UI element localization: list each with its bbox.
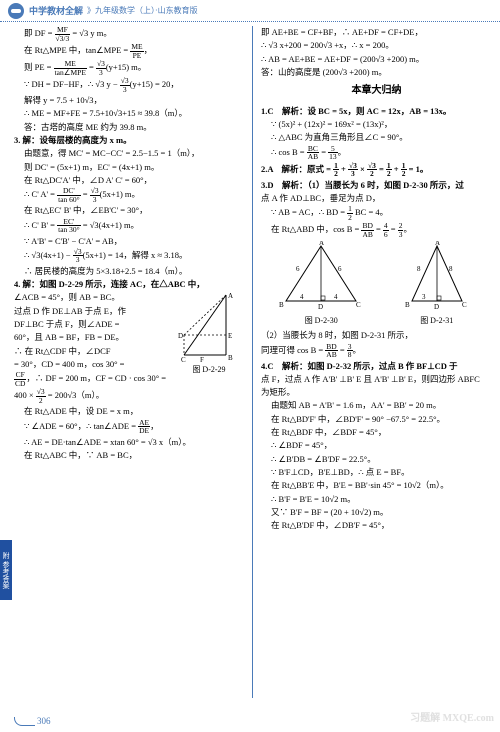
text-line: ∴ C' A' = DC'tan 60° = √33(5x+1) m。 (14, 187, 244, 203)
svg-text:B: B (405, 301, 410, 309)
text-line: ∴ √3(4x+1) − √33(5x+1) = 14，解得 x ≈ 3.18。 (14, 248, 244, 264)
text-line: DF⊥BC 于点 F，则∠ADE = (14, 318, 164, 330)
text-line: 在 Rt△BD'F' 中，∠BD'F' = 90° −67.5° = 22.5°… (261, 413, 492, 425)
svg-text:A: A (319, 241, 324, 247)
text-line: 为矩形。 (261, 386, 492, 398)
svg-text:C: C (462, 301, 467, 309)
sidebar-tab: 附 参考答案 (0, 540, 12, 600)
text-line: ∴ △ABC 为直角三角形且∠C = 90°。 (261, 131, 492, 143)
text-line: 由题知 AB = A'B' = 1.6 m，AA' = BB' = 20 m。 (261, 399, 492, 411)
content-area: 即 DF = MF√3/3 = √3 y m。 在 Rt△MPE 中，tan∠M… (0, 22, 500, 702)
svg-text:D: D (178, 332, 183, 340)
text-line: 同理可得 cos B = BDAB = 38。 (261, 343, 492, 359)
answer-4c: 4.C 解析：如图 D-2-32 所示，过点 B 作 BF⊥CD 于 (261, 360, 492, 372)
text-line: 则 PE = MEtan∠MPE = √33(y+15) m。 (14, 60, 244, 76)
text-line: ∵ A'B' = C'B' − C'A' = AB， (14, 235, 244, 247)
text-line: ∴ √3 x+200 = 200√3 +x，∴ x = 200。 (261, 39, 492, 51)
text-line: 在 Rt△ADE 中，设 DE = x m， (14, 405, 244, 417)
svg-text:6: 6 (296, 265, 300, 273)
svg-text:6: 6 (338, 265, 342, 273)
text-line: ∴ ∠BDF = 45°， (261, 439, 492, 451)
text-line: 在 Rt△MPE 中，tan∠MPE = MEPE， (14, 43, 244, 59)
text-line: ∵ AB = AC，∴ BD = 12 BC = 4。 (261, 205, 492, 221)
text-line: 过点 D 作 DE⊥AB 于点 E，作 (14, 305, 164, 317)
text-line: 解得 y = 7.5 + 10√3， (14, 94, 244, 106)
logo-icon (8, 3, 24, 19)
figure-d-2-29: A E B D C F 图 D-2-29 (174, 290, 244, 376)
text-line: 又∵ B'F = BF = (20 + 10√2) m。 (261, 506, 492, 518)
page-number: 306 (14, 716, 51, 726)
text-line: 即 DF = MF√3/3 = √3 y m。 (14, 26, 244, 42)
svg-text:8: 8 (417, 265, 421, 273)
text-line: 答：山的高度是 (200√3 +200) m。 (261, 66, 492, 78)
header-subtitle: 》九年级数学（上）·山东教育版 (87, 5, 198, 16)
header-title: 中学教材全解 (29, 4, 83, 17)
svg-text:D: D (318, 303, 323, 309)
text-line: ∴ B'F = B'E = 10√2 m。 (261, 493, 492, 505)
section-title: 本章大归纳 (261, 84, 492, 99)
text-line: 在 Rt△EC' B' 中，∠EB'C' = 30°， (14, 204, 244, 216)
text-line: 则 DC' = (5x+1) m，EC' = (4x+1) m。 (14, 161, 244, 173)
text-line: 点 A 作 AD⊥BC，垂足为点 D， (261, 192, 492, 204)
text-line: 在 Rt△ABC 中，∵ AB = BC， (14, 449, 244, 461)
svg-text:3: 3 (422, 293, 426, 301)
text-line: 即 AE+BE = CF+BF，∴ AE+DF = CF+DE， (261, 26, 492, 38)
text-line: 点 F，过点 A 作 A'B' ⊥B' E 且 A'B' ⊥B' E，则四边形 … (261, 373, 492, 385)
text-line: 在 Rt△DC'A' 中，∠D A' C' = 60°， (14, 174, 244, 186)
watermark: 习题解 MXQE.com (410, 709, 494, 724)
text-line: ∴ cos B = BCAB = 513。 (261, 145, 492, 161)
text-line: ∴ 在 Rt△CDF 中，∠DCF (14, 345, 164, 357)
text-line: ∴ AE = DE·tan∠ADE = xtan 60° = √3 x（m）。 (14, 436, 244, 448)
text-line: 在 Rt△B'DF 中，∠DB'F = 45°， (261, 519, 492, 531)
figure-d-2-30: A B C D 6 6 4 4 图 D-2-30 (276, 241, 366, 326)
svg-text:B: B (228, 354, 233, 362)
svg-text:A: A (228, 292, 233, 300)
problem-3: 3. 解：设每层楼的高度为 x m。 (14, 134, 244, 146)
problem-4: 4. 解：如图 D-2-29 所示，连接 AC，在△ABC 中， (14, 278, 244, 290)
text-line: 60°，且 AB = BF，FB = DE。 (14, 331, 164, 343)
svg-text:B: B (279, 301, 284, 309)
svg-text:4: 4 (334, 293, 338, 301)
text-line: ∠ACB = 45°，则 AB = BC。 (14, 291, 164, 303)
svg-text:C: C (356, 301, 361, 309)
left-column: 即 DF = MF√3/3 = √3 y m。 在 Rt△MPE 中，tan∠M… (14, 26, 253, 698)
svg-text:F: F (200, 356, 204, 362)
text-line: ∴ AB = AE+BE = AE+DF = (200√3 +200) m。 (261, 53, 492, 65)
text-line: ∴ ∠B'DB = ∠B'DF = 22.5°。 (261, 453, 492, 465)
svg-text:D: D (434, 303, 439, 309)
text-line: ∴ 居民楼的高度为 5×3.18+2.5 = 18.4（m）。 (14, 265, 244, 277)
svg-text:E: E (228, 332, 232, 340)
text-line: ∵ ∠ADE = 60°，∴ tan∠ADE = AEDE， (14, 419, 244, 435)
text-line: 400 × √32 = 200√3（m）。 (14, 388, 244, 404)
answer-1c: 1.C 解析：设 BC = 5x，则 AC = 12x，AB = 13x。 (261, 105, 492, 117)
text-line: 答：古塔的高度 ME 约为 39.8 m。 (14, 121, 244, 133)
text-line: ∵ DH = DF−HF，∴ √3 y − √33(y+15) = 20， (14, 77, 244, 93)
svg-text:C: C (181, 356, 186, 362)
text-line: 在 Rt△ABD 中，cos B = BDAB = 46 = 23。 (261, 222, 492, 238)
text-line: ∵ B'F⊥CD，B'E⊥BD，∴ 点 E = BF。 (261, 466, 492, 478)
text-line: 在 Rt△BB'E 中，B'E = BB'·sin 45° = 10√2（m）。 (261, 479, 492, 491)
text-line: ∴ ME = MF+FE = 7.5+10√3+15 ≈ 39.8（m）。 (14, 107, 244, 119)
right-column: 即 AE+BE = CF+BF，∴ AE+DF = CF+DE， ∴ √3 x+… (253, 26, 492, 698)
figures-row: A B C D 6 6 4 4 图 D-2-30 A B (261, 241, 492, 326)
text-line: ∴ C' B' = EC'tan 30° = √3(4x+1) m。 (14, 218, 244, 234)
text-line: ∵ (5x)² + (12x)² = 169x² = (13x)²， (261, 118, 492, 130)
svg-text:A: A (435, 241, 440, 247)
text-line: 在 Rt△BDF 中，∠BDF = 45°， (261, 426, 492, 438)
text-line: （2）当腰长为 8 时，如图 D-2-31 所示， (261, 329, 492, 341)
svg-text:8: 8 (449, 265, 453, 273)
page-header: 中学教材全解 》九年级数学（上）·山东教育版 (0, 0, 500, 22)
figure-d-2-31: A B C D 8 8 3 图 D-2-31 (397, 241, 477, 326)
text-line: 由题意，得 MC' = MC−CC' = 2.5−1.5 = 1（m）， (14, 147, 244, 159)
svg-text:4: 4 (300, 293, 304, 301)
text-line: = 30°，CD = 400 m，cos 30° = (14, 358, 164, 370)
answer-2a: 2.A 解析：原式 = 12 + √33 × √32 = 12 + 12 = 1… (261, 162, 492, 178)
answer-3d: 3.D 解析：（1）当腰长为 6 时，如图 D-2-30 所示，过 (261, 179, 492, 191)
